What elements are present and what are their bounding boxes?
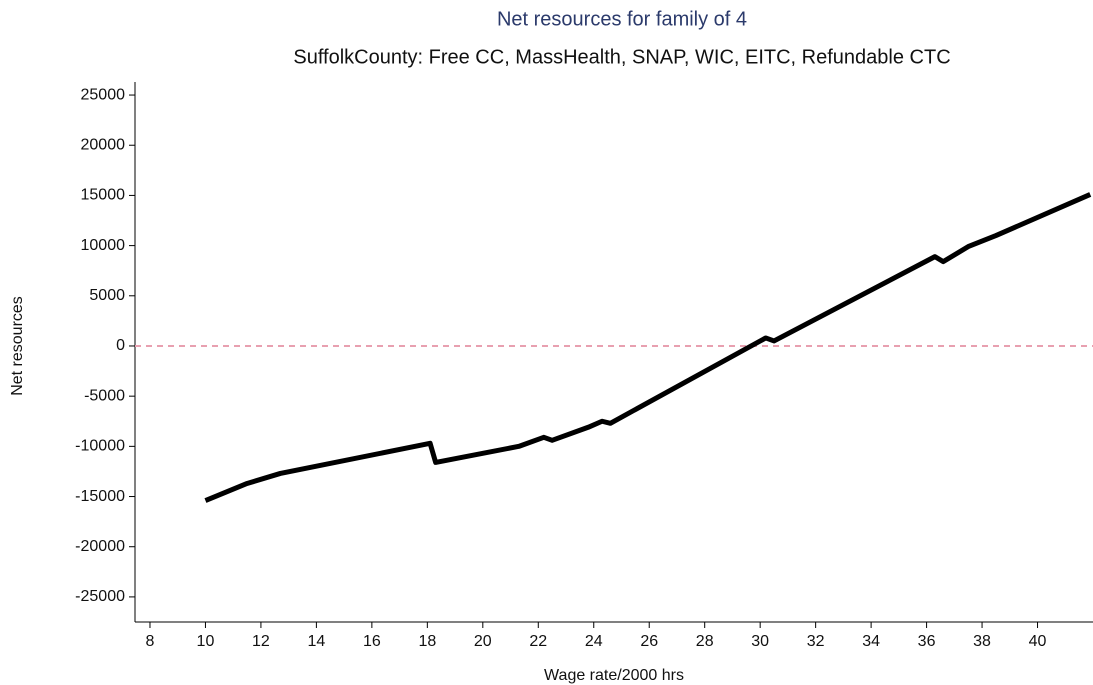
y-axis-title: Net resources [9,296,26,396]
x-tick-label: 14 [307,633,325,650]
y-tick-label: 10000 [81,237,126,254]
x-tick-label: 22 [529,633,547,650]
y-tick-label: 5000 [89,287,125,304]
x-tick-label: 20 [474,633,492,650]
y-tick-label: -10000 [75,438,125,455]
data-line [204,192,1092,503]
y-tick-label: 25000 [81,86,126,103]
x-tick-label: 26 [640,633,658,650]
x-tick-label: 18 [418,633,436,650]
x-tick-label: 32 [807,633,825,650]
x-tick-label: 40 [1029,633,1047,650]
x-tick-label: 34 [862,633,880,650]
y-tick-label: 20000 [81,136,126,153]
x-tick-label: 30 [751,633,769,650]
x-tick-label: 12 [252,633,270,650]
y-tick-label: -25000 [75,588,125,605]
x-tick-label: 28 [696,633,714,650]
y-tick-label: 0 [116,337,125,354]
x-tick-label: 16 [363,633,381,650]
x-tick-label: 10 [197,633,215,650]
x-tick-label: 8 [146,633,155,650]
y-tick-label: -20000 [75,538,125,555]
chart-title: Net resources for family of 4 [497,8,747,30]
x-tick-label: 36 [918,633,936,650]
x-tick-label: 24 [585,633,603,650]
y-tick-label: -15000 [75,488,125,505]
x-axis-title: Wage rate/2000 hrs [544,667,684,684]
y-tick-label: -5000 [84,387,125,404]
chart-subtitle: SuffolkCounty: Free CC, MassHealth, SNAP… [293,46,950,68]
y-tick-label: 15000 [81,187,126,204]
x-tick-label: 38 [973,633,991,650]
